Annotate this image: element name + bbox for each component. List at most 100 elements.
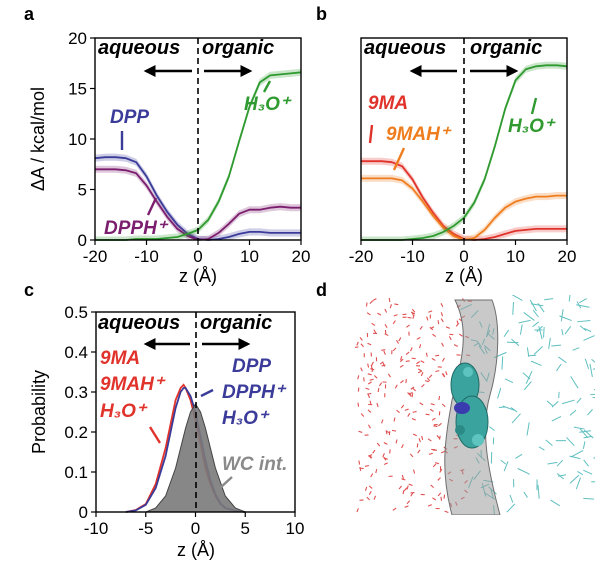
organic-molecule [515,453,523,459]
water-molecule [379,382,383,387]
water-molecule [411,357,416,360]
wc-interface-pointer [219,476,233,489]
organic-molecule [529,299,537,312]
water-molecule [425,413,430,416]
water-molecule [393,314,398,317]
water-molecule [440,496,443,501]
organic-molecule [577,471,583,476]
water-molecule [441,357,445,362]
water-molecule [396,409,400,414]
solute-molecule [450,362,489,449]
water-molecule [421,383,425,388]
water-molecule [435,354,440,357]
organic-molecule [559,315,572,322]
organic-molecule [569,455,581,460]
water-molecule [370,364,373,369]
water-molecule [372,298,377,302]
water-molecule [426,377,431,382]
organic-molecule [501,356,504,370]
water-molecule [367,363,370,368]
water-molecule [369,378,374,381]
water-molecule [387,373,391,378]
y-tick-label: 15 [68,80,87,99]
water-molecule [383,441,388,445]
water-molecule [377,312,382,316]
organic-molecule [527,354,537,357]
water-molecule [402,490,405,495]
water-molecule [410,311,416,315]
water-molecule [360,343,364,348]
water-molecule [388,297,391,303]
wc-interface-label: WC int. [222,454,287,475]
x-tick-label: -10 [134,247,159,266]
legend-right-dpp: DPP [232,356,271,377]
organic-molecule [523,381,532,391]
water-molecule [421,435,424,441]
organic-molecule [566,437,575,447]
water-molecule [371,361,374,366]
x-tick-label: -10 [400,247,425,266]
water-molecule [420,360,425,364]
annotation-9mah-pointer [392,147,406,171]
x-tick-label: 10 [286,519,305,538]
water-molecule [435,370,440,373]
water-molecule [365,387,370,391]
water-molecule [393,417,396,422]
organic-molecule [526,422,530,436]
water-molecule [405,379,407,384]
organic-molecule [511,338,520,347]
water-molecule [412,314,415,319]
water-molecule [407,316,412,319]
y-tick-label: 0.4 [64,343,88,362]
water-molecule [398,485,403,490]
organic-molecule [503,461,509,472]
organic-molecule [503,329,510,338]
snapshot-water-molecules [355,297,472,514]
organic-molecule [579,325,587,331]
water-molecule [440,318,444,323]
water-molecule [358,430,363,433]
water-molecule [404,505,409,508]
organic-molecule [543,326,545,338]
water-molecule [382,453,385,458]
water-molecule [367,392,372,395]
organic-molecule [573,426,585,430]
organic-molecule [550,499,561,507]
x-tick-label: 20 [292,247,311,266]
y-tick-label: 0.5 [64,303,88,322]
water-molecule [400,380,404,384]
organic-molecule [518,319,531,324]
water-molecule [441,342,444,347]
water-molecule [359,336,363,341]
organic-molecule [560,309,564,322]
annotation-dpp: DPP [110,107,149,128]
water-molecule [356,508,359,513]
water-molecule [392,347,397,352]
annotation-9mah: 9MAH⁺ [386,124,452,145]
water-molecule [436,435,440,439]
organic-molecule [561,329,564,336]
organic-molecule [576,304,590,308]
water-molecule [406,324,410,328]
y-tick-label: 0.3 [64,383,88,402]
panel-c-ylabel: Probability [29,370,49,454]
water-molecule [367,409,372,413]
water-molecule [396,339,400,344]
water-molecule [440,312,444,317]
water-molecule [368,485,373,489]
panel-a-xlabel: z (Å) [179,266,217,286]
water-molecule [366,496,371,501]
organic-molecule [544,298,554,301]
water-molecule [360,367,363,372]
y-tick-label: 10 [68,130,87,149]
organic-molecule [579,428,589,439]
water-molecule [418,438,421,443]
water-molecule [428,452,433,455]
x-tick-label: 10 [506,247,525,266]
organic-molecule [538,446,545,451]
legend-right-dpph: DPPH⁺ [222,382,287,403]
organic-molecule [570,376,579,389]
water-molecule [453,344,458,347]
panel-c-ticks: -10 -5 0 5 10 0 0.1 0.2 0.3 0.4 0.5 [64,303,304,538]
